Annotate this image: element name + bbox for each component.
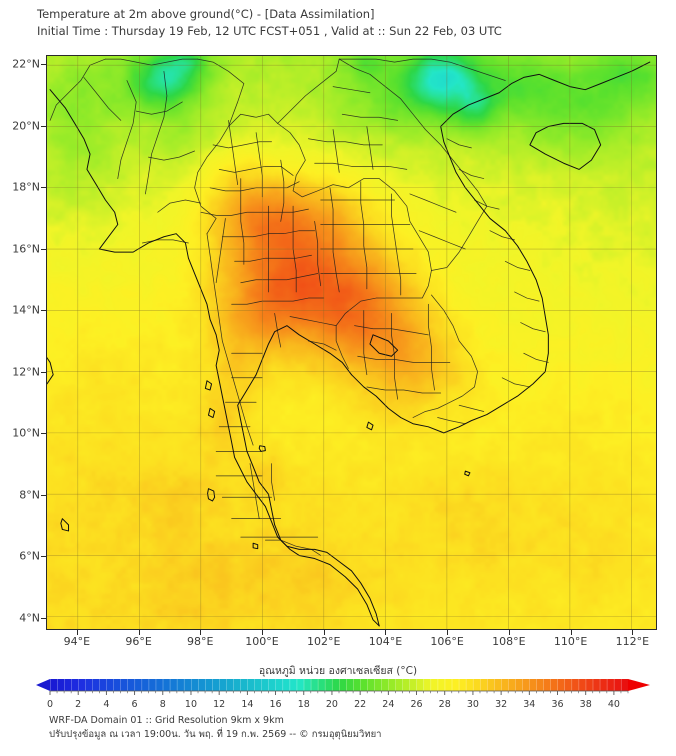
y-axis-label: 16°N [12, 242, 40, 256]
chart-title-block: Temperature at 2m above ground(°C) - [Da… [37, 6, 657, 40]
y-axis-label: 18°N [12, 180, 40, 194]
y-axis-tick [41, 310, 46, 312]
colorbar-tick-label: 20 [325, 699, 338, 710]
colorbar-tick-label: 6 [131, 699, 138, 710]
x-axis-tick [76, 630, 78, 635]
y-axis-tick [41, 494, 46, 496]
x-axis-label: 110°E [553, 635, 588, 648]
footer-block: WRF-DA Domain 01 :: Grid Resolution 9km … [49, 714, 649, 742]
x-axis-tick [632, 630, 634, 635]
colorbar-tick-label: 32 [495, 699, 508, 710]
y-axis-label: 20°N [12, 119, 40, 133]
colorbar-tick-label: 2 [75, 699, 82, 710]
x-axis-tick [200, 630, 202, 635]
x-axis-label: 102°E [306, 635, 341, 648]
y-axis-label: 12°N [12, 365, 40, 379]
y-axis-label: 14°N [12, 303, 40, 317]
y-axis-tick [41, 371, 46, 373]
colorbar-tick-label: 14 [241, 699, 254, 710]
colorbar-tick-label: 24 [382, 699, 395, 710]
y-axis-label: 10°N [12, 426, 40, 440]
colorbar-tick-label: 34 [523, 699, 536, 710]
x-axis-label: 108°E [492, 635, 526, 648]
colorbar-tick-label: 30 [466, 699, 479, 710]
x-axis-label: 104°E [368, 635, 403, 648]
x-axis-label: 96°E [125, 635, 152, 648]
y-axis-tick [41, 248, 46, 250]
y-axis-tick [41, 617, 46, 619]
x-axis-label: 112°E [615, 635, 650, 648]
colorbar-tick-label: 38 [579, 699, 592, 710]
x-axis-tick [570, 630, 572, 635]
x-axis-tick [138, 630, 140, 635]
footer-line-2: ปรับปรุงข้อมูล ณ เวลา 19:00น. วัน พฤ. ที… [49, 729, 382, 740]
title-line-2: Initial Time : Thursday 19 Feb, 12 UTC F… [37, 24, 502, 38]
y-axis-label: 22°N [12, 57, 40, 71]
lat-lon-gridlines [47, 56, 656, 629]
colorbar-tick-label: 4 [103, 699, 110, 710]
temperature-field-raster [47, 56, 656, 629]
x-axis-tick [262, 630, 263, 635]
colorbar-tick-label: 0 [46, 699, 54, 710]
colorbar-tick-label: 10 [184, 699, 198, 710]
x-axis-label: 100°E [245, 635, 279, 648]
colorbar-tick-label: 22 [354, 699, 367, 710]
colorbar-tick-label: 18 [297, 699, 310, 710]
colorbar-tick-label: 16 [269, 699, 282, 710]
x-axis-label: 94°E [63, 635, 91, 648]
colorbar-tick-label: 12 [213, 699, 226, 710]
x-axis-tick [508, 630, 510, 635]
colorbar-gradient [36, 679, 650, 695]
y-axis-label: 4°N [19, 611, 40, 625]
colorbar-title: อุณหภูมิ หน่วย องศาเซลเซียส (°C) [258, 665, 418, 677]
y-axis-tick [41, 187, 46, 189]
y-axis-tick [41, 556, 46, 558]
colorbar-tick-label: 28 [438, 699, 451, 710]
colorbar-tick-label: 8 [159, 699, 166, 710]
title-line-1: Temperature at 2m above ground(°C) - [Da… [37, 7, 375, 21]
y-axis-tick [41, 125, 46, 127]
y-axis-tick [41, 433, 46, 435]
y-axis-label: 8°N [19, 488, 40, 502]
colorbar[interactable] [36, 677, 650, 699]
x-axis-tick [447, 630, 449, 635]
y-axis-tick [41, 64, 46, 66]
y-axis-label: 6°N [19, 549, 40, 563]
footer-line-1: WRF-DA Domain 01 :: Grid Resolution 9km … [49, 715, 284, 726]
x-axis-tick [323, 630, 325, 635]
x-axis-tick [385, 630, 387, 635]
x-axis-label: 98°E [187, 635, 214, 648]
colorbar-tick-label: 40 [607, 699, 620, 710]
map-plot-area[interactable] [46, 55, 657, 630]
colorbar-tick-label: 36 [551, 699, 564, 710]
x-axis-label: 106°E [430, 635, 464, 648]
colorbar-tick-label: 26 [410, 699, 423, 710]
